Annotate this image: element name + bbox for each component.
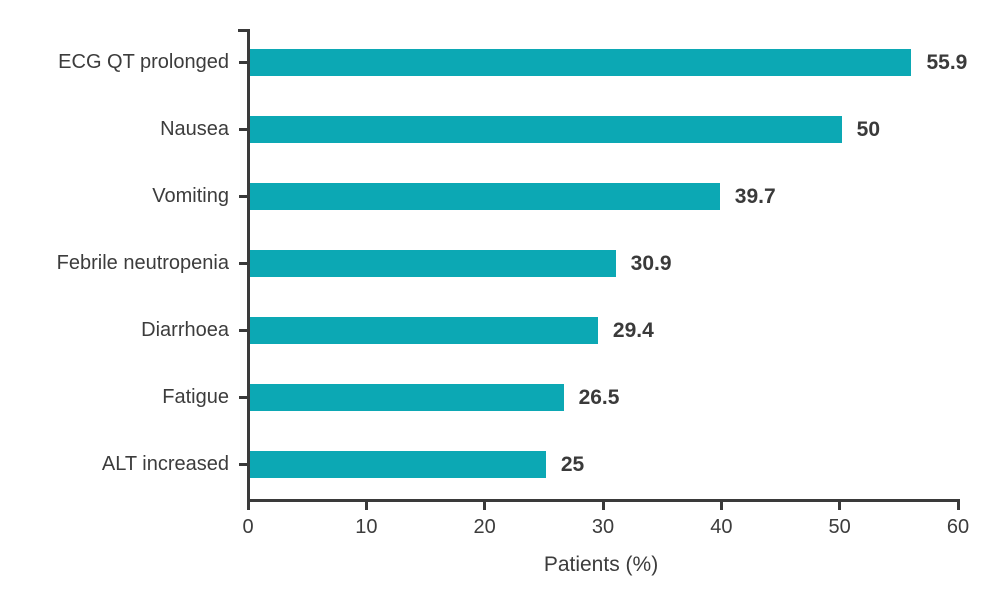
- value-label: 25: [560, 453, 585, 477]
- category-label: Diarrhoea: [141, 318, 229, 341]
- y-tick-mark: [239, 463, 247, 467]
- y-tick-mark: [239, 261, 247, 265]
- x-tick-label: 20: [473, 516, 496, 538]
- bar-3[interactable]: [250, 249, 616, 277]
- x-axis-title: Patients (%): [543, 553, 659, 576]
- x-tick-label: 30: [591, 516, 615, 538]
- bar-4[interactable]: [250, 316, 598, 344]
- bar-6[interactable]: [250, 451, 546, 479]
- y-tick-mark: [239, 396, 247, 399]
- y-axis-top-cap: [238, 29, 250, 32]
- category-label: ALT increased: [101, 453, 229, 476]
- category-label: Fatigue: [162, 386, 229, 408]
- category-label: Nausea: [160, 117, 229, 140]
- y-tick-mark: [239, 60, 247, 64]
- y-tick-mark: [239, 328, 247, 332]
- x-tick-label: 10: [355, 516, 378, 538]
- category-label: Vomiting: [152, 184, 229, 207]
- value-label: 30.9: [630, 251, 672, 275]
- x-tick-mark: [364, 499, 368, 510]
- bar-0[interactable]: [250, 48, 912, 76]
- x-tick-mark: [246, 499, 250, 510]
- value-label: 26.5: [578, 386, 620, 409]
- bar-1[interactable]: [250, 115, 842, 143]
- value-label: 55.9: [926, 50, 968, 74]
- category-label: ECG QT prolonged: [58, 50, 229, 73]
- x-tick-mark: [838, 499, 842, 510]
- y-tick-mark: [239, 194, 247, 198]
- x-tick-label: 40: [710, 516, 733, 538]
- x-tick-label: 60: [946, 516, 970, 538]
- y-axis-line: [247, 29, 250, 502]
- value-label: 29.4: [612, 318, 654, 342]
- value-label: 39.7: [734, 184, 776, 208]
- x-tick-mark: [483, 499, 487, 510]
- x-tick-label: 50: [828, 516, 851, 538]
- category-label: Febrile neutropenia: [56, 251, 229, 274]
- value-label: 50: [856, 117, 881, 141]
- x-tick-label: 0: [242, 516, 254, 538]
- bar-5[interactable]: [250, 384, 564, 411]
- y-tick-mark: [239, 127, 247, 131]
- bar-2[interactable]: [250, 182, 720, 210]
- x-tick-mark: [601, 499, 605, 510]
- x-tick-mark: [719, 499, 723, 510]
- x-tick-mark: [956, 499, 960, 510]
